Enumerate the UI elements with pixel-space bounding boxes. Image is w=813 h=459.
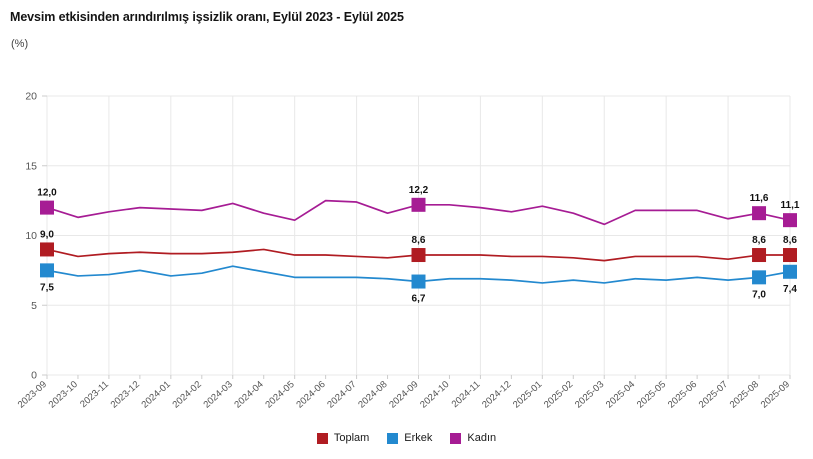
marker-erkek-2023-09 [40,263,54,278]
point-label-toplam-2025-09: 8,6 [783,235,797,246]
marker-erkek-2025-09 [783,264,797,279]
marker-toplam-2024-09 [411,248,426,263]
x-tick-label: 2024-11 [450,379,483,410]
data-point-markers [40,197,797,289]
x-tick-label: 2025-03 [573,379,606,411]
x-tick-label: 2024-07 [325,379,358,411]
point-label-toplam-2025-08: 8,6 [752,235,766,246]
x-tick-label: 2023-09 [16,379,49,411]
point-label-erkek-2025-08: 7,0 [752,289,766,300]
x-tick-label: 2023-11 [78,379,111,410]
marker-toplam-2023-09 [40,242,54,257]
x-tick-label: 2024-10 [418,379,451,411]
legend-swatch-icon [450,432,462,444]
x-tick-label: 2024-09 [387,379,420,411]
x-tick-label: 2024-08 [356,379,389,411]
marker-erkek-2024-09 [411,274,426,289]
point-label-kadın-2025-09: 11,1 [781,200,800,211]
marker-toplam-2025-08 [752,248,767,263]
legend-item-label: Toplam [333,432,370,444]
marker-kadın-2025-08 [752,206,767,221]
x-tick-label: 2025-05 [635,379,668,411]
x-tick-label: 2024-01 [140,379,173,411]
x-tick-label: 2025-06 [666,379,699,411]
point-label-toplam-2023-09: 9,0 [40,229,54,240]
marker-toplam-2025-09 [783,248,797,263]
y-tick-label: 5 [31,300,37,312]
marker-kadın-2025-09 [783,213,797,228]
legend-swatch-icon [316,432,328,444]
x-tick-label: 2025-09 [759,379,792,411]
data-point-labels: 9,0 8,6 8,6 8,6 7,5 6,7 7,0 7,4 12,0 12,2 11,6 11,1 [37,185,800,305]
point-label-kadın-2024-09: 12,2 [409,185,429,196]
x-tick-label: 2024-06 [294,379,327,411]
y-axis-ticks: 0 5 10 15 20 [25,91,47,382]
x-tick-label: 2023-12 [109,379,142,411]
marker-kadın-2023-09 [40,200,54,215]
y-tick-label: 0 [31,370,37,382]
y-tick-label: 15 [25,160,37,172]
y-tick-label: 20 [25,91,37,103]
legend-item-label: Erkek [404,432,433,444]
page-title: Mevsim etkisinden arındırılmış işsizlik … [10,10,404,24]
legend-swatch-icon [387,432,399,444]
legend-item-toplam[interactable]: Toplam [316,432,370,444]
x-tick-label: 2025-02 [542,379,575,411]
point-label-erkek-2023-09: 7,5 [40,282,54,293]
x-tick-label: 2024-05 [263,379,296,411]
point-label-kadın-2023-09: 12,0 [37,188,57,199]
legend-item-erkek[interactable]: Erkek [387,432,432,444]
x-tick-label: 2024-03 [201,379,234,411]
x-tick-label: 2024-02 [171,379,204,411]
point-label-erkek-2024-09: 6,7 [412,294,426,305]
x-tick-label: 2025-07 [697,379,730,411]
legend-item-label: Kadın [467,432,497,444]
x-tick-label: 2024-04 [232,379,265,411]
marker-erkek-2025-08 [752,270,767,285]
x-tick-label: 2023-10 [47,379,80,411]
point-label-toplam-2024-09: 8,6 [412,235,426,246]
marker-kadın-2024-09 [411,197,426,212]
y-axis-unit-label: (%) [11,38,29,50]
x-tick-label: 2024-12 [480,379,513,411]
x-tick-label: 2025-04 [604,379,637,411]
chart-legend: Toplam Erkek Kadın [0,432,813,444]
gridlines [46,95,791,376]
legend-item-kadın[interactable]: Kadın [450,432,496,444]
x-tick-label: 2025-01 [511,379,544,411]
x-axis-ticks: 2023-092023-102023-112023-122024-012024-… [16,375,792,411]
y-tick-label: 10 [25,230,37,242]
point-label-erkek-2025-09: 7,4 [783,284,797,295]
x-tick-label: 2025-08 [728,379,761,411]
point-label-kadın-2025-08: 11,6 [750,193,769,204]
